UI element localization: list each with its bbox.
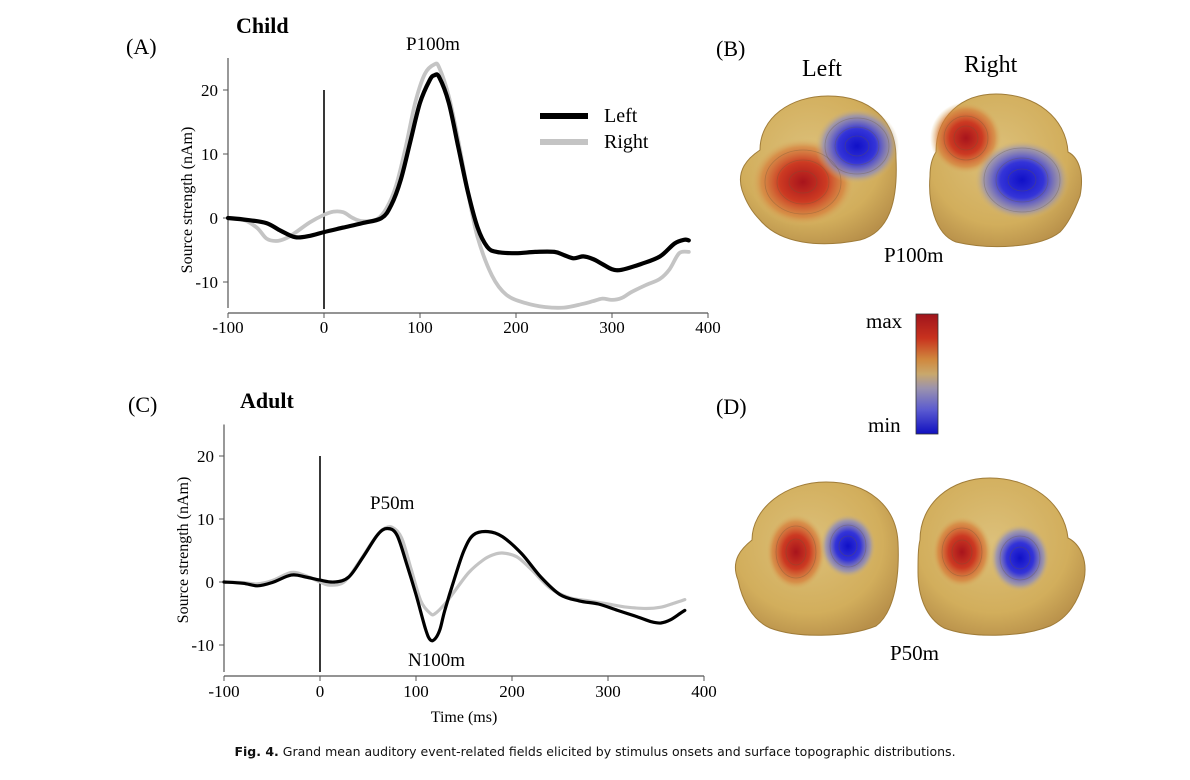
child-x-tick-label: 400 — [695, 318, 721, 337]
child-x-tick-label: 200 — [503, 318, 529, 337]
scalp-map-adult-right — [917, 477, 1086, 636]
adult-x-tick-label: 200 — [499, 682, 525, 701]
colorbar: max min — [866, 309, 939, 437]
child-y-tick-label: 0 — [210, 209, 219, 228]
adult-series-left — [222, 526, 687, 643]
panel-c-letter: (C) — [128, 392, 157, 417]
figure-caption: Fig. 4. Grand mean auditory event-relate… — [0, 744, 1190, 759]
adult-x-tick-label: 400 — [691, 682, 717, 701]
colorbar-max-label: max — [866, 309, 903, 333]
legend-left-label: Left — [604, 105, 638, 127]
panel-b-component-label: P100m — [884, 243, 944, 267]
adult-x-tick-label: -100 — [208, 682, 239, 701]
scalp-map-child-right — [929, 93, 1082, 248]
child-x-tick-label: 300 — [599, 318, 625, 337]
panel-c-title: Adult — [240, 388, 294, 413]
head-left-label: Left — [802, 56, 842, 82]
caption-label: Fig. 4. — [234, 744, 279, 759]
panel-a-title: Child — [236, 13, 289, 38]
adult-y-axis-label: Source strength (nAm) — [175, 477, 192, 624]
child-series-right — [226, 61, 691, 310]
legend-right-label: Right — [604, 131, 649, 153]
colorbar-min-label: min — [868, 413, 901, 437]
child-x-tick-label: 100 — [407, 318, 433, 337]
child-y-tick-label: 20 — [201, 81, 218, 100]
adult-y-tick-label: 20 — [197, 447, 214, 466]
child-y-axis-label: Source strength (nAm) — [179, 127, 196, 274]
scalp-map-child-left — [740, 95, 899, 245]
child-y-tick-label: -10 — [195, 273, 218, 292]
caption-text: Grand mean auditory event-related fields… — [282, 744, 956, 759]
panel-a-letter: (A) — [126, 34, 157, 59]
adult-y-tick-label: -10 — [191, 636, 214, 655]
adult-x-axis-label: Time (ms) — [431, 709, 498, 726]
panel-c-peak-label-n100m: N100m — [408, 650, 465, 671]
adult-y-tick-label: 0 — [206, 573, 215, 592]
panel-a-peak-label: P100m — [406, 34, 460, 55]
adult-y-tick-label: 10 — [197, 510, 214, 529]
child-y-tick-label: 10 — [201, 145, 218, 164]
colorbar-gradient — [915, 313, 939, 435]
child-x-tick-label: 0 — [320, 318, 329, 337]
legend: Left Right — [540, 105, 649, 153]
panel-b-letter: (B) — [716, 36, 745, 61]
adult-x-tick-label: 0 — [316, 682, 325, 701]
panel-c-peak-label-p50m: P50m — [370, 493, 415, 514]
adult-series-right — [222, 525, 687, 617]
panel-d-letter: (D) — [716, 394, 747, 419]
adult-x-tick-label: 100 — [403, 682, 429, 701]
panel-d-component-label: P50m — [890, 641, 939, 665]
child-x-tick-label: -100 — [212, 318, 243, 337]
head-right-label: Right — [964, 52, 1018, 78]
adult-x-tick-label: 300 — [595, 682, 621, 701]
child-series-left — [225, 72, 691, 273]
scalp-map-adult-left — [734, 481, 899, 636]
